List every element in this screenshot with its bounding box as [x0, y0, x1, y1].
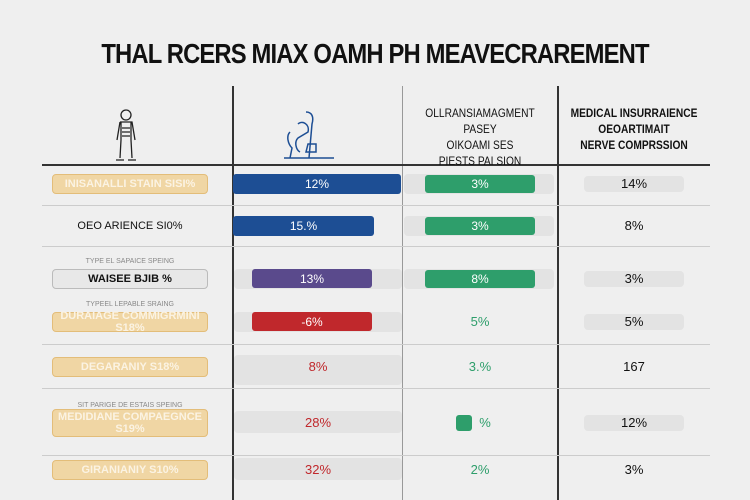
header-line: OLLRANSIAMAGMENT PASEY [425, 106, 535, 136]
back-pain-icon [284, 111, 334, 159]
header-line: NERVE COMPRSSION [580, 138, 688, 152]
percent-value: 167 [623, 359, 645, 374]
percent-bar [456, 415, 472, 431]
percent-bar: 13% [252, 269, 372, 288]
percent-value: 5% [624, 314, 644, 329]
bar-track [234, 411, 402, 433]
page-title: THAL RCERS MIAX OAMH PH MEAVECRAREMENT [101, 38, 649, 69]
percent-bar: 3% [425, 175, 535, 193]
header-col4: MEDICAL INSURRAIENCE OEOARTIMAIT NERVE COM… [569, 105, 698, 153]
row-label[interactable]: OEO ARIENCE SI0% [77, 220, 183, 232]
row-label[interactable]: DEGARANIY S18% [52, 357, 208, 377]
percent-value: 8% [624, 218, 644, 233]
bar-track [234, 458, 402, 480]
percent-value: 14% [620, 176, 648, 191]
header-divider [42, 164, 710, 166]
column-divider [232, 86, 234, 500]
row-divider [42, 344, 710, 345]
row-divider [42, 205, 710, 206]
bar-track [584, 176, 684, 192]
percent-bar: -6% [252, 312, 372, 331]
percent-value: 5% [470, 314, 490, 329]
percent-value: 3.% [468, 359, 492, 374]
row-caption: TYPE EL SAPAICE SPEING [85, 258, 175, 265]
percent-value: 28% [304, 415, 332, 430]
percent-value: 3% [624, 462, 644, 477]
percent-bar: 12% [233, 174, 401, 194]
row-label[interactable]: MEDIDIANE COMPAEGNCE S19% [52, 409, 208, 437]
percent-value: 32% [304, 462, 332, 477]
percent-bar: 15.% [233, 216, 375, 236]
row-label[interactable]: DURAIAGE COMMIGRMINI S18% [52, 310, 208, 334]
row-caption: SIT PARIGE DE ESTAIS SPEING [77, 402, 183, 409]
row-label[interactable]: WAISEE BJIB % [52, 269, 208, 289]
percent-bar: 3% [425, 217, 535, 235]
header-line: OIKOAMI SES [446, 138, 514, 152]
percent-value: % [479, 415, 491, 430]
percent-bar: 8% [425, 270, 535, 288]
row-divider [42, 388, 710, 389]
percent-value: 2% [470, 462, 490, 477]
bar-track [584, 415, 684, 431]
header-line: OEOARTIMAIT [598, 122, 670, 136]
bar-track [584, 271, 684, 287]
row-divider [42, 246, 710, 247]
percent-value: 12% [620, 415, 648, 430]
column-divider [402, 86, 403, 500]
percent-value: 3% [624, 271, 644, 286]
row-caption: TYPEEL LEPABLE SRAING [86, 301, 174, 308]
header-line: MEDICAL INSURRAIENCE [570, 106, 698, 120]
row-label[interactable]: GIRANIANIY S10% [52, 460, 208, 480]
row-label[interactable]: INISANALLI STAIN SISI% [52, 174, 208, 194]
header-line: PIESTS PAI SION [438, 154, 522, 168]
row-divider [42, 455, 710, 456]
percent-value: 8% [308, 359, 328, 374]
bar-track [234, 355, 402, 385]
person-icon [116, 109, 136, 161]
bar-track [584, 314, 684, 330]
header-col3: OLLRANSIAMAGMENT PASEY OIKOAMI SES PIESTS … [414, 105, 547, 169]
column-divider [557, 86, 559, 500]
